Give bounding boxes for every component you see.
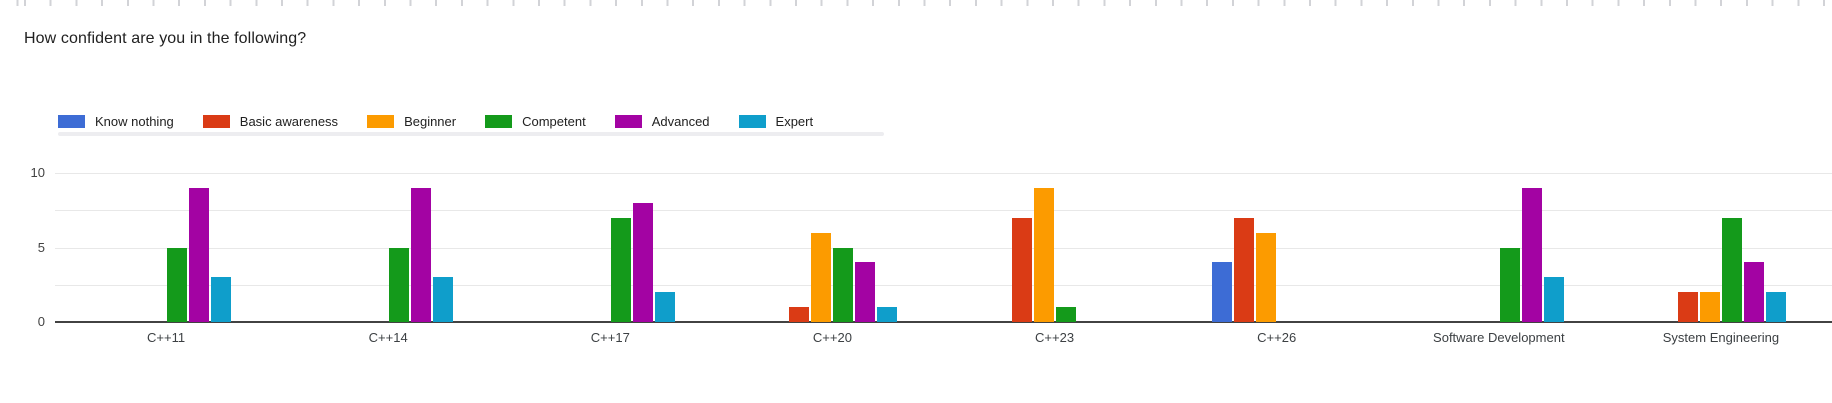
bar — [211, 277, 232, 322]
bar — [1499, 247, 1520, 322]
gridline — [55, 173, 1832, 174]
legend-label: Competent — [522, 114, 586, 129]
x-axis-category-label: C++20 — [812, 330, 852, 345]
bar — [189, 187, 210, 322]
bar — [1011, 217, 1032, 322]
legend-label: Beginner — [404, 114, 457, 129]
y-axis-tick-label: 10 — [30, 165, 45, 180]
bar-group — [277, 173, 499, 322]
y-axis-tick-label: 5 — [37, 239, 45, 255]
bar — [855, 262, 876, 322]
bar — [1743, 262, 1764, 322]
gridline — [55, 247, 1832, 249]
bar — [1255, 232, 1276, 322]
legend-label: Know nothing — [95, 114, 174, 129]
legend: Know nothing Basic awareness Beginner Compe… — [58, 114, 813, 129]
bar-group — [1166, 173, 1388, 322]
legend-label: Basic awareness — [239, 114, 339, 129]
legend-scrollbar[interactable] — [58, 132, 884, 136]
x-axis-category-label: C++17 — [590, 330, 630, 345]
legend-swatch-icon — [58, 115, 85, 128]
bar — [877, 307, 898, 322]
gridline — [55, 210, 1832, 212]
bar-group — [1388, 173, 1610, 322]
x-axis-category-label: C++23 — [1035, 330, 1075, 345]
bar — [655, 292, 676, 322]
legend-swatch-icon — [202, 115, 230, 128]
plot-area — [55, 173, 1832, 323]
bar — [1055, 307, 1076, 322]
legend-label: Advanced — [651, 114, 710, 129]
bar — [389, 247, 410, 322]
bar — [1677, 292, 1698, 322]
bar — [789, 307, 810, 322]
chart-title: How confident are you in the following? — [24, 30, 307, 47]
x-axis-category-label: C++11 — [147, 330, 186, 345]
bar — [633, 202, 654, 322]
bar — [167, 247, 188, 322]
x-axis-line — [55, 321, 1832, 323]
legend-item: Beginner — [367, 114, 456, 129]
gridline — [55, 284, 1832, 286]
bar — [411, 187, 432, 322]
bar-group — [721, 173, 943, 322]
bar-group — [944, 173, 1166, 322]
legend-swatch-icon — [738, 115, 766, 128]
legend-swatch-icon — [485, 115, 513, 128]
bar — [1765, 292, 1786, 322]
x-axis-category-label: Software Development — [1433, 330, 1565, 345]
legend-item: Advanced — [614, 114, 710, 129]
bar-group — [499, 173, 721, 322]
bar-group — [1610, 173, 1832, 322]
bar — [1699, 292, 1720, 322]
legend-label: Expert — [775, 114, 814, 129]
y-axis-tick-label: 0 — [37, 314, 45, 329]
legend-item: Basic awareness — [202, 114, 339, 129]
ruler-ticks — [0, 0, 1832, 6]
legend-item: Know nothing — [58, 114, 174, 129]
legend-item: Expert — [738, 114, 814, 129]
x-axis-category-label: C++14 — [368, 330, 408, 345]
bar — [1543, 277, 1564, 322]
legend-swatch-icon — [614, 115, 642, 128]
bar-group — [55, 173, 277, 322]
bar — [1211, 262, 1232, 322]
legend-swatch-icon — [367, 115, 395, 128]
bar — [611, 217, 632, 322]
bar — [1033, 187, 1054, 322]
bar — [1521, 187, 1542, 322]
bar — [433, 277, 454, 322]
bar — [1721, 217, 1742, 322]
legend-item: Competent — [485, 114, 586, 129]
bar — [1233, 217, 1254, 322]
x-axis-category-label: System Engineering — [1662, 330, 1780, 345]
bar — [811, 232, 832, 322]
x-axis-category-label: C++26 — [1257, 330, 1297, 345]
bar — [833, 247, 854, 322]
